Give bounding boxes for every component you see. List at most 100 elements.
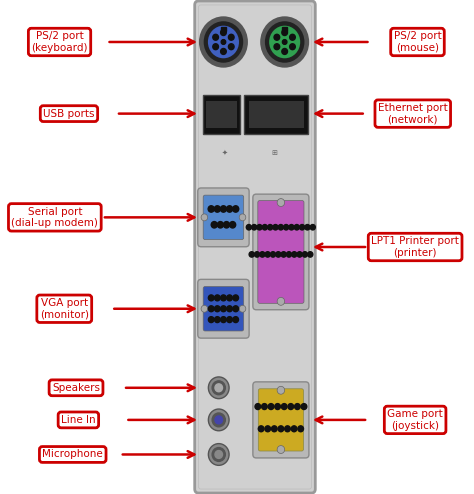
- Circle shape: [281, 252, 286, 257]
- Bar: [206, 101, 237, 128]
- Circle shape: [297, 252, 302, 257]
- Circle shape: [278, 426, 284, 432]
- Circle shape: [270, 252, 275, 257]
- Circle shape: [209, 306, 214, 312]
- Circle shape: [204, 21, 243, 63]
- Circle shape: [277, 386, 285, 394]
- Circle shape: [229, 221, 236, 228]
- Circle shape: [294, 404, 300, 410]
- Circle shape: [208, 206, 214, 212]
- Text: USB ports: USB ports: [43, 109, 95, 119]
- Circle shape: [211, 221, 217, 228]
- Circle shape: [273, 224, 278, 230]
- Circle shape: [233, 295, 238, 301]
- Circle shape: [285, 426, 290, 432]
- Circle shape: [209, 444, 229, 465]
- Text: LPT1 Printer port
(printer): LPT1 Printer port (printer): [371, 236, 459, 258]
- Circle shape: [233, 206, 239, 212]
- Circle shape: [275, 404, 281, 410]
- FancyBboxPatch shape: [198, 188, 249, 247]
- Circle shape: [258, 426, 264, 432]
- Circle shape: [286, 252, 292, 257]
- Circle shape: [308, 252, 313, 257]
- Circle shape: [294, 224, 300, 230]
- Circle shape: [201, 214, 208, 221]
- Circle shape: [220, 48, 226, 54]
- Circle shape: [212, 413, 225, 427]
- FancyBboxPatch shape: [195, 1, 315, 493]
- Circle shape: [260, 16, 309, 68]
- Circle shape: [274, 34, 280, 40]
- Circle shape: [220, 30, 226, 36]
- Circle shape: [252, 224, 257, 230]
- FancyBboxPatch shape: [258, 389, 303, 451]
- Bar: [249, 101, 304, 128]
- Circle shape: [276, 252, 281, 257]
- Circle shape: [300, 224, 305, 230]
- Circle shape: [298, 426, 303, 432]
- Circle shape: [212, 448, 225, 461]
- Circle shape: [283, 224, 289, 230]
- Circle shape: [209, 295, 214, 301]
- Circle shape: [277, 446, 285, 453]
- Text: Ethernet port
(network): Ethernet port (network): [378, 103, 447, 124]
- Circle shape: [282, 48, 288, 54]
- Circle shape: [233, 317, 238, 323]
- Circle shape: [209, 317, 214, 323]
- Text: PS/2 port
(keyboard): PS/2 port (keyboard): [31, 31, 88, 53]
- Circle shape: [277, 297, 285, 305]
- Circle shape: [291, 426, 297, 432]
- Text: Speakers: Speakers: [52, 383, 100, 393]
- Circle shape: [249, 252, 254, 257]
- Circle shape: [265, 21, 304, 63]
- Circle shape: [215, 317, 220, 323]
- Circle shape: [199, 16, 248, 68]
- Circle shape: [201, 305, 208, 312]
- Text: Microphone: Microphone: [42, 450, 103, 459]
- Circle shape: [305, 224, 310, 230]
- Bar: [244, 95, 308, 134]
- Circle shape: [233, 306, 238, 312]
- Bar: [282, 28, 288, 32]
- Circle shape: [282, 30, 288, 36]
- Circle shape: [213, 44, 219, 50]
- Circle shape: [215, 384, 222, 392]
- Circle shape: [269, 26, 300, 58]
- Circle shape: [212, 381, 225, 395]
- Circle shape: [255, 252, 260, 257]
- Text: ⊞: ⊞: [271, 150, 277, 156]
- Circle shape: [302, 252, 308, 257]
- Circle shape: [274, 44, 280, 50]
- Circle shape: [220, 206, 227, 212]
- Circle shape: [288, 404, 293, 410]
- Circle shape: [228, 34, 234, 40]
- Circle shape: [262, 224, 267, 230]
- Circle shape: [213, 34, 219, 40]
- Circle shape: [277, 199, 285, 206]
- Circle shape: [268, 404, 274, 410]
- Circle shape: [220, 295, 226, 301]
- Circle shape: [239, 214, 246, 221]
- Circle shape: [209, 409, 229, 431]
- Circle shape: [272, 426, 277, 432]
- FancyBboxPatch shape: [203, 195, 244, 240]
- Circle shape: [227, 306, 232, 312]
- Circle shape: [246, 224, 252, 230]
- Circle shape: [215, 416, 222, 424]
- Circle shape: [208, 26, 239, 58]
- Bar: [220, 28, 226, 32]
- Circle shape: [262, 404, 267, 410]
- Circle shape: [220, 317, 226, 323]
- FancyBboxPatch shape: [253, 382, 309, 458]
- Circle shape: [227, 206, 233, 212]
- Circle shape: [215, 295, 220, 301]
- Circle shape: [290, 34, 295, 40]
- Text: Game port
(joystick): Game port (joystick): [387, 409, 443, 431]
- Circle shape: [265, 252, 270, 257]
- Circle shape: [209, 377, 229, 399]
- Circle shape: [290, 44, 295, 50]
- Circle shape: [221, 40, 226, 44]
- Circle shape: [239, 305, 246, 312]
- Text: VGA port
(monitor): VGA port (monitor): [40, 298, 89, 320]
- Text: Line In: Line In: [61, 415, 96, 425]
